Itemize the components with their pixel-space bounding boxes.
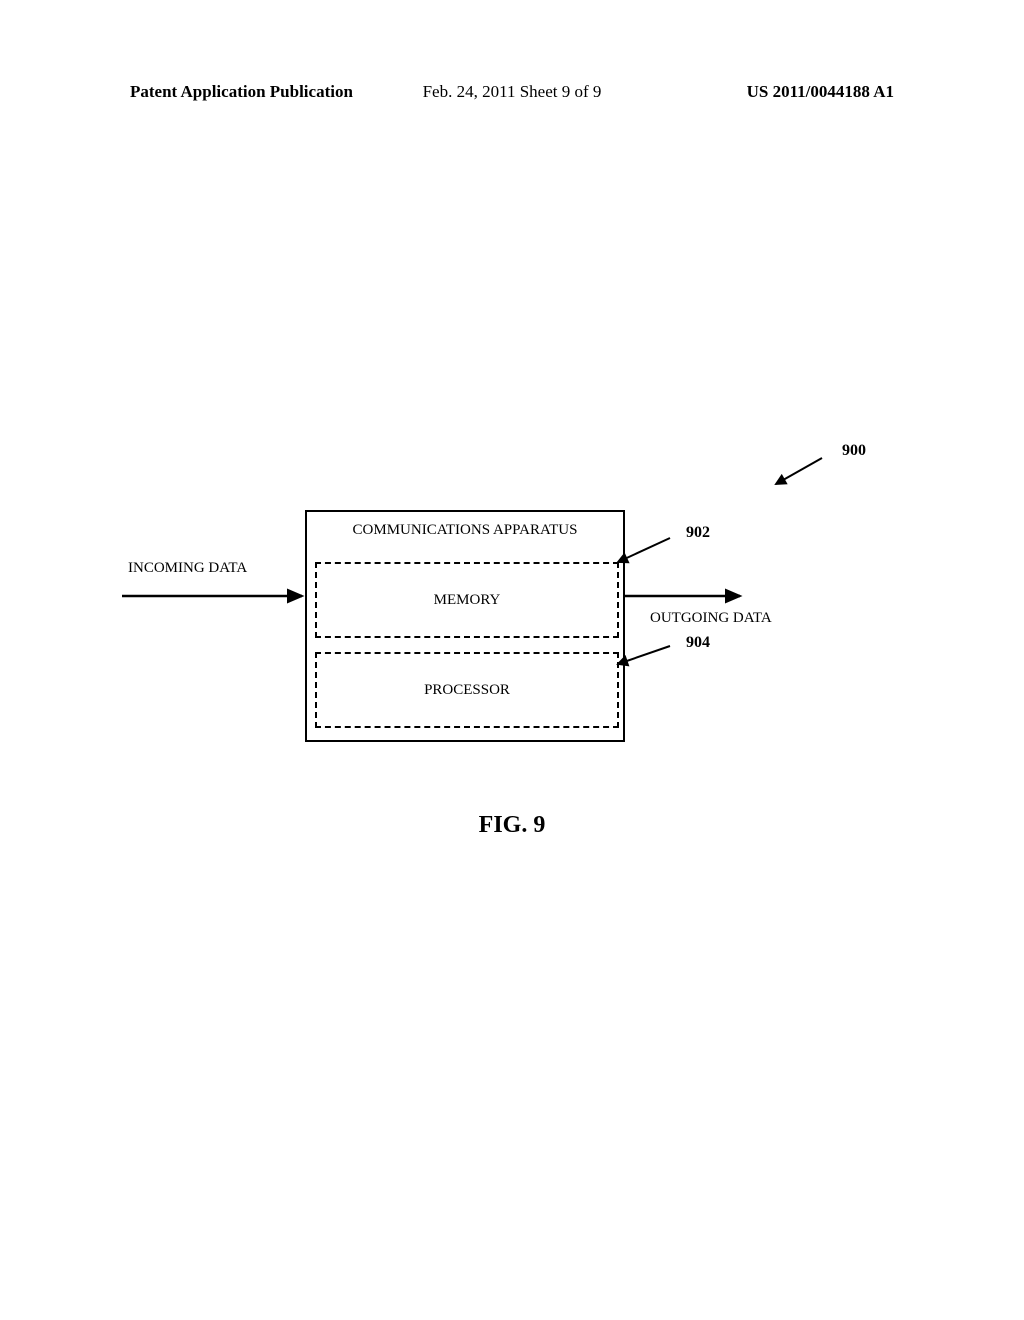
leader-904 (618, 646, 670, 664)
header-right: US 2011/0044188 A1 (747, 82, 894, 102)
outgoing-data-label: OUTGOING DATA (650, 610, 772, 627)
figure-caption: FIG. 9 (479, 812, 546, 839)
ref-902-label: 902 (686, 524, 710, 542)
ref-904-label: 904 (686, 634, 710, 652)
incoming-data-label: INCOMING DATA (128, 560, 247, 577)
communications-apparatus-box: COMMUNICATIONS APPARATUS MEMORY PROCESSO… (305, 510, 625, 742)
header-center: Feb. 24, 2011 Sheet 9 of 9 (423, 82, 602, 102)
memory-box: MEMORY (315, 562, 619, 638)
leader-900 (776, 458, 822, 484)
processor-box: PROCESSOR (315, 652, 619, 728)
memory-label: MEMORY (434, 592, 501, 609)
processor-label: PROCESSOR (424, 682, 510, 699)
communications-apparatus-title: COMMUNICATIONS APPARATUS (307, 522, 623, 539)
header-left: Patent Application Publication (130, 82, 353, 102)
leader-902 (618, 538, 670, 562)
ref-900-label: 900 (842, 442, 866, 460)
figure-9-diagram: INCOMING DATA OUTGOING DATA COMMUNICATIO… (0, 448, 1024, 788)
page-header: Patent Application Publication Feb. 24, … (0, 82, 1024, 102)
